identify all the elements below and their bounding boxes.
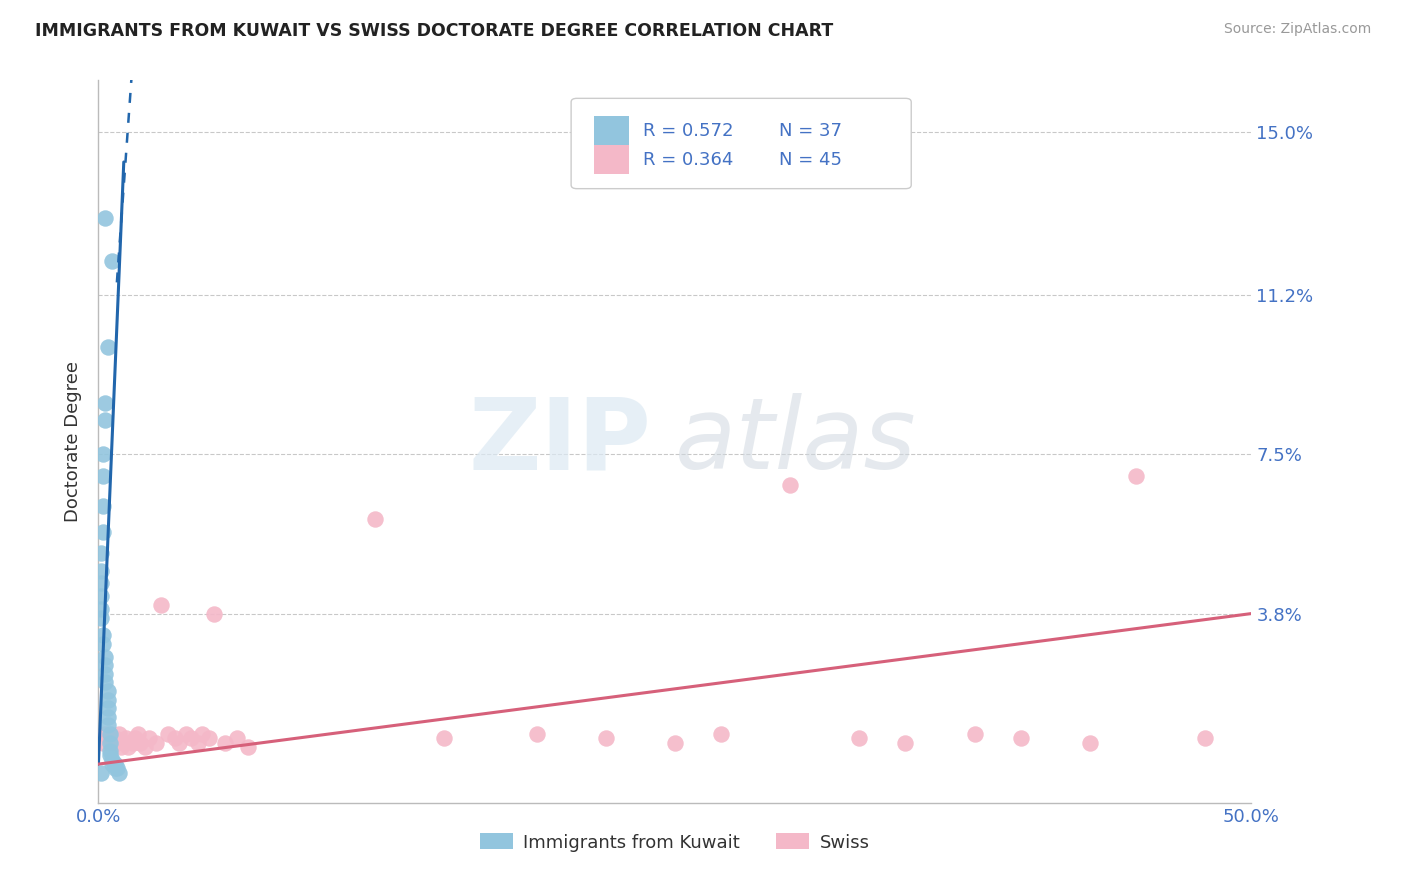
Point [90,611,112,625]
Point [110,739,132,754]
Text: Source: ZipAtlas.com: Source: ZipAtlas.com [1223,22,1371,37]
Point [91,735,114,749]
Point [117,739,139,754]
Point [149,598,172,612]
Point [145,735,167,749]
Point [526,727,548,741]
Point [198,731,221,746]
Point [105,761,128,775]
Point [238,739,260,754]
FancyBboxPatch shape [571,98,911,189]
Point [225,731,247,746]
Bar [595,145,628,174]
Point [202,607,225,621]
Point [105,735,128,749]
Point [963,727,986,741]
Point [894,735,917,749]
Point [433,731,456,746]
Point [1125,469,1147,483]
Point [214,735,236,749]
Point [103,731,125,746]
Y-axis label: Doctorate Degree: Doctorate Degree [65,361,83,522]
Point [180,731,202,746]
Point [91,637,114,651]
Point [94,675,117,690]
Point [90,564,112,578]
Point [91,499,114,513]
Point [156,727,179,741]
Point [138,731,160,746]
Point [90,576,112,591]
Point [101,254,124,268]
Text: R = 0.364: R = 0.364 [643,151,733,169]
Point [91,469,114,483]
Point [94,666,117,681]
Text: R = 0.572: R = 0.572 [643,122,733,140]
Point [664,735,686,749]
Point [97,701,120,715]
Point [710,727,733,741]
Point [108,727,131,741]
Point [98,735,121,749]
Point [191,727,214,741]
Text: atlas: atlas [675,393,917,490]
Point [94,211,117,225]
Point [167,735,190,749]
Point [90,765,112,780]
Point [98,731,121,746]
Point [91,447,114,461]
Point [101,757,124,772]
Point [94,649,117,664]
Point [187,735,209,749]
Point [163,731,186,746]
Point [90,602,112,616]
Point [101,753,124,767]
Point [595,731,617,746]
Point [94,413,117,427]
Point [97,710,120,724]
Point [97,718,120,732]
Point [103,761,125,775]
Point [94,658,117,673]
Point [848,731,870,746]
Point [97,340,120,354]
Bar [595,117,628,145]
Point [108,765,131,780]
Point [1078,735,1101,749]
Point [94,396,117,410]
Point [97,692,120,706]
Point [122,735,145,749]
Point [98,748,121,763]
Point [1010,731,1032,746]
Text: N = 45: N = 45 [779,151,842,169]
Point [1194,731,1216,746]
Point [90,546,112,560]
Point [101,735,124,749]
Point [129,735,152,749]
Text: ZIP: ZIP [470,393,652,490]
Legend: Immigrants from Kuwait, Swiss: Immigrants from Kuwait, Swiss [472,826,877,859]
Point [97,684,120,698]
Point [115,731,138,746]
Point [124,731,146,746]
Point [134,739,156,754]
Point [91,628,114,642]
Point [98,727,121,741]
Point [94,727,117,741]
Text: N = 37: N = 37 [779,122,842,140]
Point [90,590,112,604]
Point [91,524,114,539]
Text: IMMIGRANTS FROM KUWAIT VS SWISS DOCTORATE DEGREE CORRELATION CHART: IMMIGRANTS FROM KUWAIT VS SWISS DOCTORAT… [35,22,834,40]
Point [112,735,135,749]
Point [779,477,801,491]
Point [174,727,197,741]
Point [364,512,387,526]
Point [103,757,125,772]
Point [127,727,149,741]
Point [98,744,121,758]
